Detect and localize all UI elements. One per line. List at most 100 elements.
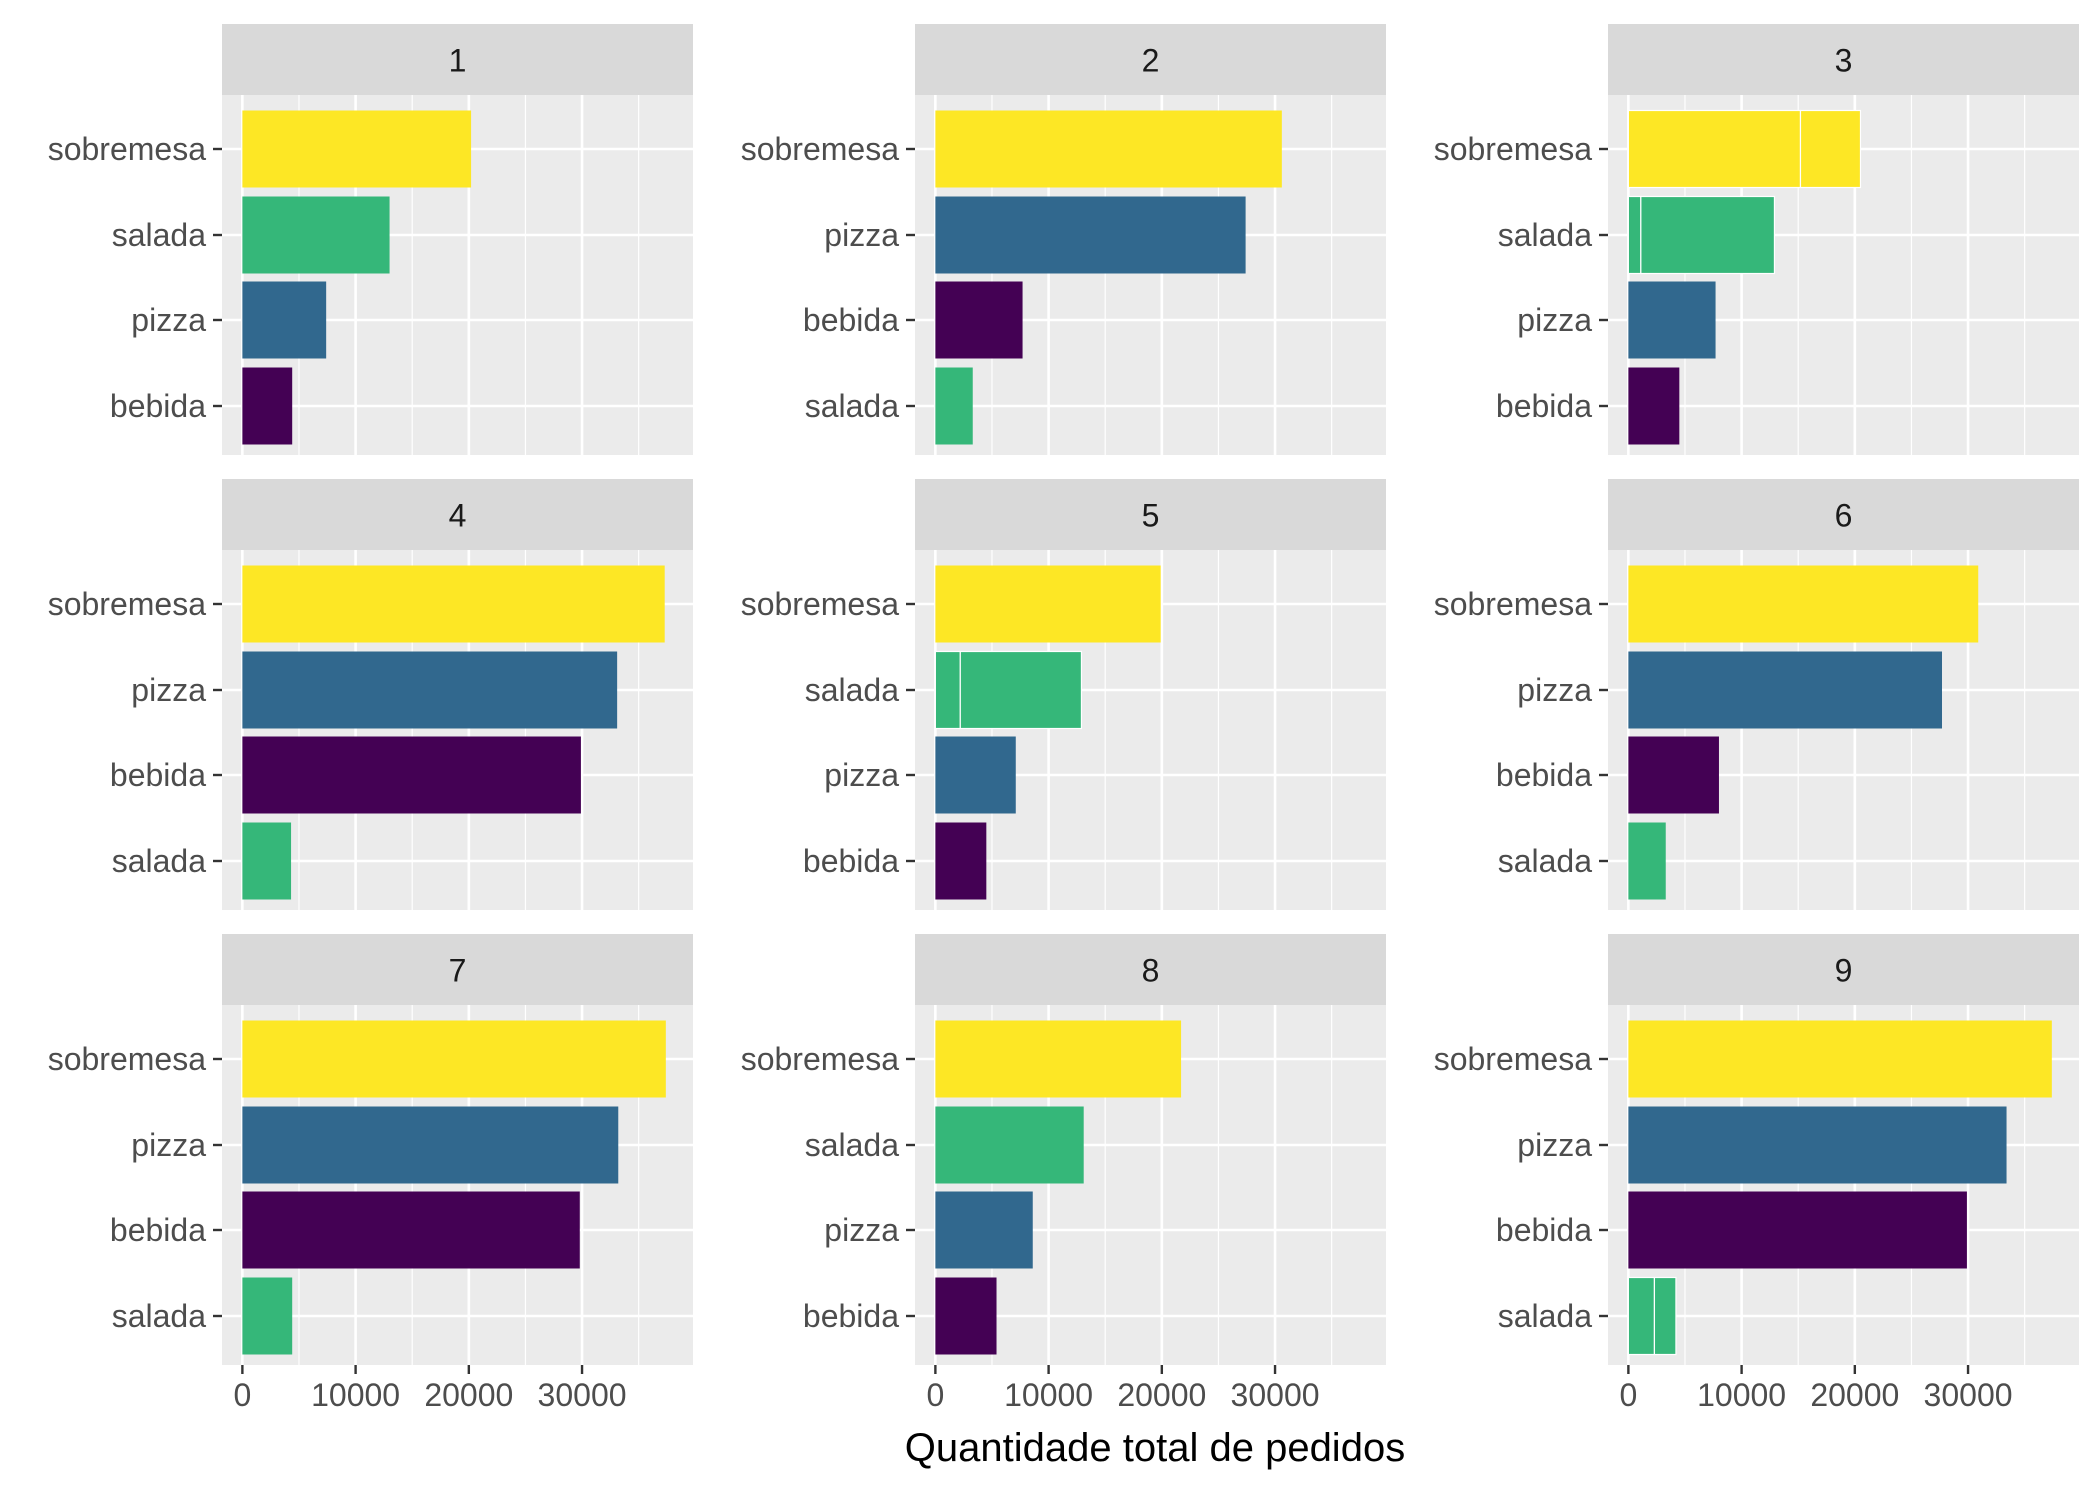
facet-strip [915,479,1386,550]
y-tick-label: pizza [131,672,206,708]
y-tick-label: sobremesa [48,1041,207,1077]
bar-salada [959,650,1083,730]
bar-pizza [935,1191,1033,1269]
y-tick-label: sobremesa [48,131,207,167]
bar-bebida [242,736,581,814]
bar-sobremesa [1799,109,1862,189]
x-tick-label: 10000 [311,1377,400,1413]
facet-title: 7 [449,953,467,989]
y-tick-label: bebida [1496,388,1592,424]
facet-panel-1: 1 sobremesa salada pizza bebida [48,24,693,455]
bar-salada [242,822,292,900]
facet-strip [222,934,693,1005]
y-tick-label: bebida [110,388,206,424]
y-tick-label: salada [112,1298,207,1334]
y-tick-label: salada [805,672,900,708]
bar-pizza [1628,651,1943,729]
bar-bebida [935,1277,997,1355]
facet-panel-2: 2 sobremesa pizza bebida salada [741,24,1386,455]
bar-bebida [1628,736,1719,814]
facet-title: 3 [1835,43,1853,79]
facet-strip [1608,24,2079,95]
y-tick-label: salada [805,388,900,424]
bar-pizza [935,196,1246,274]
bar-sobremesa [242,565,665,643]
facet-panel-6: 6 sobremesa pizza bebida salada [1434,479,2079,910]
y-tick-label: bebida [803,1298,899,1334]
y-tick-label: sobremesa [1434,1041,1593,1077]
y-tick-label: sobremesa [741,586,900,622]
facet-title: 6 [1835,498,1853,534]
x-tick-label: 20000 [1117,1377,1206,1413]
y-tick-label: pizza [1517,1127,1592,1163]
y-tick-label: bebida [803,302,899,338]
bar-salada [242,196,390,274]
bar-pizza [242,281,327,359]
bar-salada [1628,822,1666,900]
y-tick-label: salada [1498,217,1593,253]
facet-strip [222,479,693,550]
bar-pizza [242,1106,619,1184]
facet-strip [222,24,693,95]
facet-strip [1608,934,2079,1005]
y-tick-label: sobremesa [741,131,900,167]
bar-salada [935,1106,1084,1184]
bar-salada [935,367,973,445]
bar-sobremesa [242,110,472,188]
facet-title: 5 [1142,498,1160,534]
y-tick-label: bebida [803,843,899,879]
y-tick-label: sobremesa [741,1041,900,1077]
panels-layer: 1 sobremesa salada pizza bebida 2 sobremesa piz… [48,24,2079,1413]
bar-salada [1627,1276,1656,1356]
bar-bebida [1628,367,1680,445]
facet-panel-4: 4 sobremesa pizza bebida salada [48,479,693,910]
bar-bebida [935,822,987,900]
y-tick-label: sobremesa [1434,586,1593,622]
y-tick-label: salada [805,1127,900,1163]
bar-pizza [242,651,618,729]
y-tick-label: salada [112,843,207,879]
facet-panel-7: 7 sobremesa pizza bebida salada 0 10000 20000 30… [48,934,693,1413]
facet-panel-5: 5 sobremesa salada pizza bebida [741,479,1386,910]
x-tick-label: 30000 [538,1377,627,1413]
bar-bebida [1628,1191,1967,1269]
y-tick-label: pizza [1517,302,1592,338]
x-tick-label: 30000 [1231,1377,1320,1413]
facet-panel-3: 3 sobremesa salada pizza bebida [1434,24,2079,455]
bar-pizza [1628,281,1716,359]
y-tick-label: pizza [131,1127,206,1163]
x-tick-label: 30000 [1924,1377,2013,1413]
bar-sobremesa [1628,565,1979,643]
facet-panel-8: 8 sobremesa salada pizza bebida 0 10000 20000 30… [741,934,1386,1413]
bar-bebida [242,367,293,445]
y-tick-label: salada [1498,843,1593,879]
y-tick-label: pizza [824,217,899,253]
facet-title: 4 [449,498,467,534]
bar-sobremesa [935,1020,1182,1098]
y-tick-label: pizza [824,1212,899,1248]
facet-strip [915,934,1386,1005]
y-tick-label: bebida [1496,1212,1592,1248]
bar-salada [242,1277,293,1355]
x-axis-title: Quantidade total de pedidos [905,1426,1405,1470]
bar-pizza [1628,1106,2007,1184]
bar-sobremesa [1627,109,1802,189]
facet-strip [915,24,1386,95]
y-tick-label: pizza [131,302,206,338]
facet-panel-9: 9 sobremesa pizza bebida salada 0 10000 20000 30… [1434,934,2079,1413]
y-tick-label: sobremesa [1434,131,1593,167]
facet-title: 9 [1835,953,1853,989]
x-tick-label: 20000 [424,1377,513,1413]
bar-sobremesa [242,1020,666,1098]
bar-salada [1627,195,1642,275]
bar-bebida [242,1191,580,1269]
bar-sobremesa [1628,1020,2052,1098]
bar-pizza [935,736,1016,814]
y-tick-label: bebida [110,757,206,793]
bar-salada [934,650,961,730]
x-tick-label: 0 [233,1377,251,1413]
facet-title: 2 [1142,43,1160,79]
x-tick-label: 0 [1619,1377,1637,1413]
